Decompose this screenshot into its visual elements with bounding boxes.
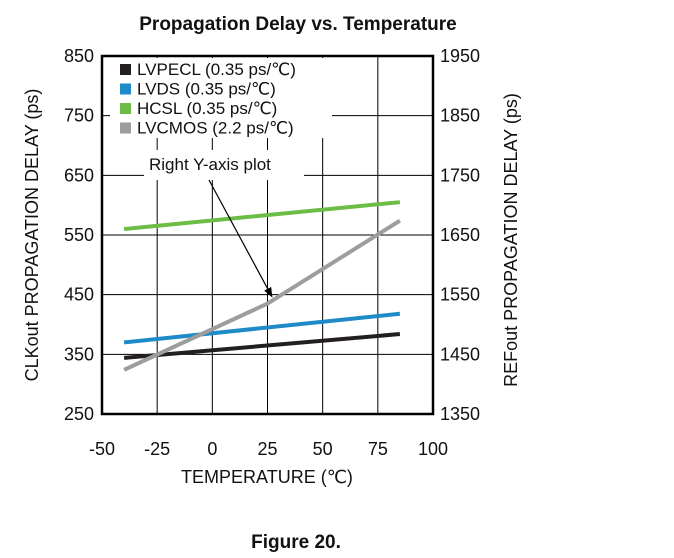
x-tick-label: -50 xyxy=(89,439,115,459)
y-axis-label-left: CLKout PROPAGATION DELAY (ps) xyxy=(22,89,42,382)
annotation: Right Y-axis plot xyxy=(144,150,304,298)
figure-caption: Figure 20. xyxy=(251,532,341,553)
y-tick-label-left: 550 xyxy=(64,225,94,245)
y-tick-label-left: 750 xyxy=(64,106,94,126)
annotation-text: Right Y-axis plot xyxy=(149,155,271,174)
annotation-arrow xyxy=(208,179,273,298)
legend-label-0: LVPECL (0.35 ps/℃) xyxy=(137,60,296,79)
legend-label-2: HCSL (0.35 ps/℃) xyxy=(137,99,277,118)
legend-background xyxy=(110,58,332,138)
legend-swatch-2 xyxy=(120,103,131,114)
y-tick-label-right: 1950 xyxy=(440,46,480,66)
y-axis-label-right: REFout PROPAGATION DELAY (ps) xyxy=(501,93,521,387)
x-axis-label: TEMPERATURE (℃) xyxy=(181,467,353,487)
plot-frame xyxy=(100,54,435,416)
y-tick-label-right: 1650 xyxy=(440,225,480,245)
x-tick-label: 100 xyxy=(418,439,448,459)
x-tick-label: 75 xyxy=(368,439,388,459)
series-line-3 xyxy=(123,218,401,372)
y-tick-label-right: 1450 xyxy=(440,344,480,364)
tick-labels: -50 -25 0 25 50 75 100 250 350 450 550 650 750 850 135… xyxy=(64,46,480,459)
x-tick-label: 0 xyxy=(207,439,217,459)
y-tick-label-left: 850 xyxy=(64,46,94,66)
x-tick-label: -25 xyxy=(144,439,170,459)
legend-label-1: LVDS (0.35 ps/℃) xyxy=(137,80,276,99)
chart-title: Propagation Delay vs. Temperature xyxy=(139,14,456,35)
legend-swatch-1 xyxy=(120,83,131,95)
series-line-1 xyxy=(123,311,401,345)
y-tick-label-right: 1750 xyxy=(440,165,480,185)
y-tick-label-left: 450 xyxy=(64,285,94,305)
annotation-background xyxy=(144,150,304,180)
y-tick-label-right: 1550 xyxy=(440,285,480,305)
x-tick-label: 25 xyxy=(257,439,277,459)
y-tick-label-right: 1850 xyxy=(440,106,480,126)
x-tick-label: 50 xyxy=(313,439,333,459)
legend-label-3: LVCMOS (2.2 ps/℃) xyxy=(137,119,294,138)
y-tick-label-left: 650 xyxy=(64,165,94,185)
y-tick-label-left: 350 xyxy=(64,344,94,364)
legend-swatch-0 xyxy=(120,64,131,75)
series-line-2 xyxy=(123,200,401,232)
legend: LVPECL (0.35 ps/℃)LVDS (0.35 ps/℃)HCSL (… xyxy=(110,58,332,138)
legend-swatch-3 xyxy=(120,122,131,134)
y-tick-label-right: 1350 xyxy=(440,404,480,424)
y-tick-label-left: 250 xyxy=(64,404,94,424)
series-line-0 xyxy=(123,332,401,360)
series-lines xyxy=(123,200,401,372)
